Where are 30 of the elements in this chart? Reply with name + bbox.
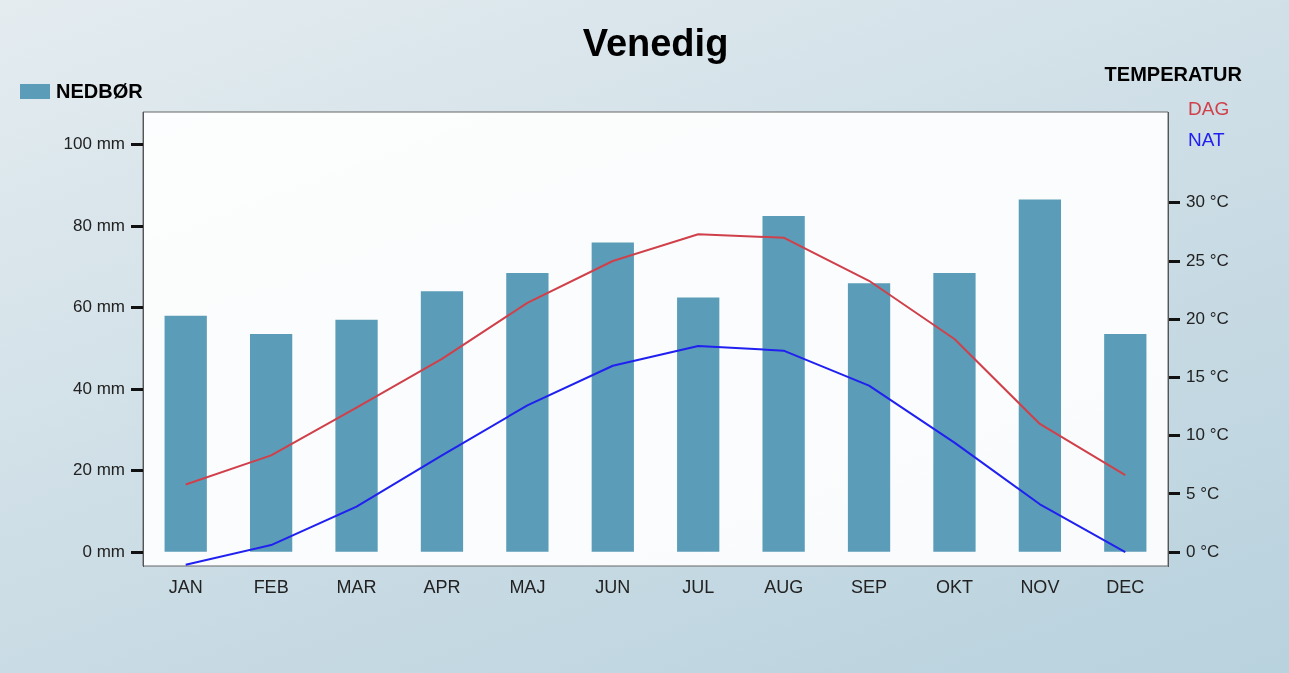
- x-tick-label: OKT: [935, 576, 973, 597]
- y2-tick-label: 0 °C: [1186, 541, 1220, 561]
- chart-title: Venedig: [582, 22, 729, 65]
- x-tick-label: APR: [423, 576, 461, 597]
- x-tick-label: SEP: [851, 576, 888, 597]
- x-tick-label: MAJ: [509, 576, 546, 597]
- y2-tick-label: 20 °C: [1186, 308, 1229, 328]
- y-tick-label: 80 mm: [73, 215, 125, 235]
- y-tick-label: 40 mm: [73, 378, 125, 398]
- x-tick-label: JAN: [168, 576, 203, 597]
- y2-tick-label: 25 °C: [1186, 250, 1229, 270]
- y2-tick-label: 30 °C: [1186, 192, 1229, 212]
- x-tick-label: FEB: [253, 576, 289, 597]
- y2-axis-title: TEMPERATUR: [1104, 62, 1243, 85]
- y-tick-label: 60 mm: [73, 297, 125, 317]
- y-tick-label: 0 mm: [82, 541, 125, 561]
- x-tick-label: MAR: [336, 576, 377, 597]
- y-tick-label: 20 mm: [73, 460, 125, 480]
- x-tick-label: NOV: [1020, 576, 1060, 597]
- y-tick-label: 100 mm: [63, 134, 125, 154]
- y2-tick-label: 15 °C: [1186, 367, 1229, 387]
- x-tick-label: JUL: [682, 576, 715, 597]
- y2-tick-label: 5 °C: [1186, 483, 1220, 503]
- x-tick-label: AUG: [764, 576, 804, 597]
- text: DAG: [1188, 98, 1230, 120]
- text: NAT: [1188, 129, 1225, 151]
- x-tick-label: JUN: [595, 576, 631, 597]
- x-tick-label: DEC: [1106, 576, 1145, 597]
- y2-tick-label: 10 °C: [1186, 425, 1229, 445]
- legend-label: NEDBØR: [56, 80, 143, 102]
